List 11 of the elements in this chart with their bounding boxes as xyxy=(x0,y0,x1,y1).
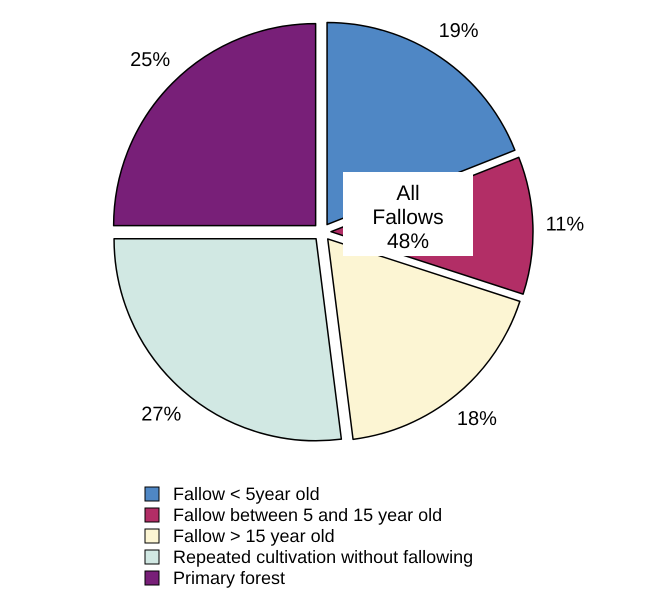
data-label: 27% xyxy=(141,403,182,426)
data-label: 18% xyxy=(456,408,498,430)
text: All Fallows 48% xyxy=(372,182,444,253)
data-label: 25% xyxy=(130,49,170,72)
legend-label: Primary forest xyxy=(173,568,286,588)
legend-label: Fallow < 5year old xyxy=(173,484,320,504)
legend-label: Fallow between 5 and 15 year old xyxy=(173,505,442,525)
legend-label: Repeated cultivation without fallowing xyxy=(173,547,474,567)
legend-label: Fallow > 15 year old xyxy=(173,526,335,546)
data-label: 19% xyxy=(438,20,479,42)
data-label: 11% xyxy=(546,213,584,236)
